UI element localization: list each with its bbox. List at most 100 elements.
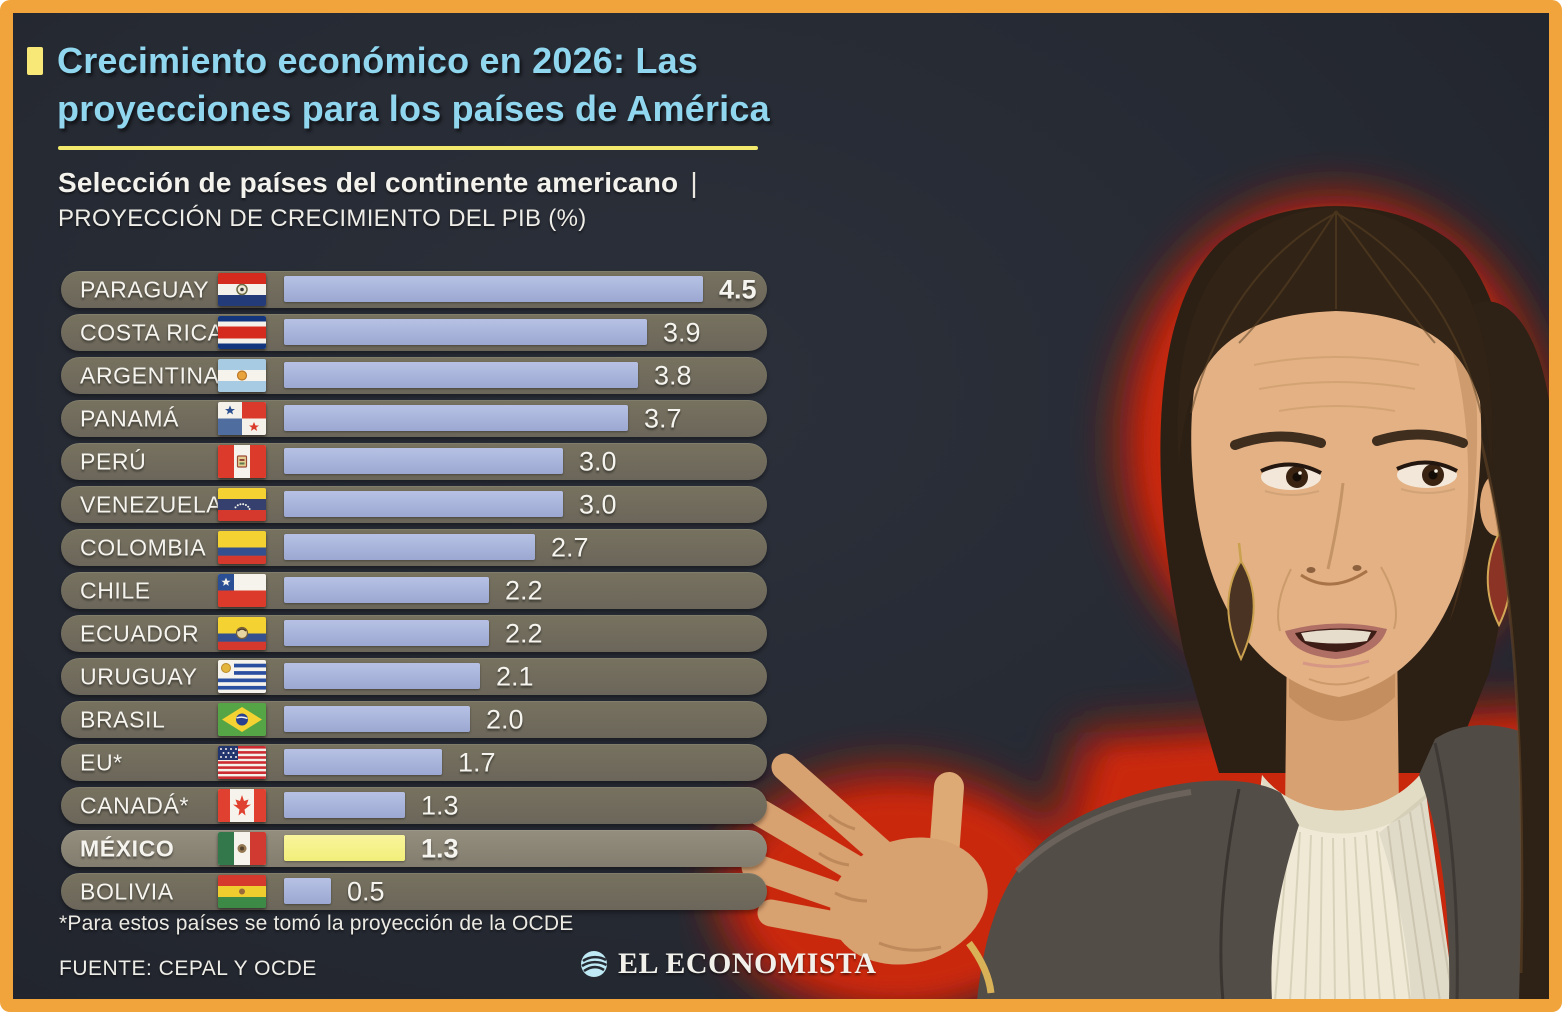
chart-row-bolivia: BOLIVIA 0.5	[61, 873, 767, 910]
chart-row-eu: EU* 1.7	[61, 744, 767, 781]
colombia-flag-icon	[218, 531, 266, 564]
el-economista-logo: EL ECONOMISTA	[579, 947, 877, 981]
chile-flag-icon	[218, 574, 266, 607]
left-earring	[1227, 542, 1255, 662]
logo-text: EL ECONOMISTA	[618, 947, 877, 980]
title-line2: proyecciones para los países de América	[57, 88, 770, 129]
ecuador-flag-icon	[218, 617, 266, 650]
bar-value: 2.0	[486, 704, 524, 734]
infographic-content: Crecimiento económico en 2026: Las proye…	[13, 13, 1549, 999]
chart-row-costa-rica: COSTA RICA 3.9	[61, 314, 767, 351]
footnote: *Para estos países se tomó la proyección…	[59, 912, 574, 935]
hair-back	[1160, 206, 1516, 773]
bar-panama	[284, 405, 628, 431]
venezuela-flag-icon	[218, 488, 266, 521]
hair-fall	[1465, 301, 1549, 999]
argentina-flag-icon	[218, 359, 266, 392]
bar-bolivia	[284, 878, 331, 904]
bar-value: 1.7	[458, 747, 496, 777]
bar-ecuador	[284, 620, 489, 646]
bar-value: 2.2	[505, 575, 543, 605]
country-label: PANAMÁ	[80, 405, 180, 431]
left-ear	[1216, 474, 1258, 548]
peru-flag-icon	[218, 445, 266, 478]
bar-chart: PARAGUAY 4.5 COSTA RICA 3.9 ARGENTINA 3.…	[61, 271, 767, 910]
bar-costa-rica	[284, 319, 647, 345]
chart-row-colombia: COLOMBIA 2.7	[61, 529, 767, 566]
bolivia-flag-icon	[218, 875, 266, 908]
paraguay-flag-icon	[218, 273, 266, 306]
bar-value: 2.2	[505, 618, 543, 648]
country-label: MÉXICO	[80, 835, 175, 861]
bar-value: 3.0	[579, 446, 617, 476]
bar-value: 3.9	[663, 317, 701, 347]
bar-eu	[284, 749, 442, 775]
bar-value: 0.5	[347, 876, 385, 906]
canada-flag-icon	[218, 789, 266, 822]
brasil-flag-icon	[218, 703, 266, 736]
country-label: CHILE	[80, 577, 151, 603]
chart-row-brasil: BRASIL 2.0	[61, 701, 767, 738]
chart-subtitle: Selección de países del continente ameri…	[58, 167, 698, 233]
country-label: PARAGUAY	[80, 276, 210, 302]
bar-venezuela	[284, 491, 563, 517]
chart-row-mexico: MÉXICO 1.3	[61, 830, 767, 867]
bar-value: 1.3	[421, 790, 459, 820]
bar-peru	[284, 448, 563, 474]
hair-top	[1177, 207, 1493, 471]
panama-flag-icon	[218, 402, 266, 435]
chart-row-argentina: ARGENTINA 3.8	[61, 357, 767, 394]
country-label: URUGUAY	[80, 663, 198, 689]
bar-value: 2.7	[551, 532, 589, 562]
neck	[1285, 633, 1399, 835]
country-label: BRASIL	[80, 706, 166, 732]
bar-brasil	[284, 706, 470, 732]
bar-argentina	[284, 362, 638, 388]
country-label: VENEZUELA	[80, 491, 223, 517]
chart-row-chile: CHILE 2.2	[61, 572, 767, 609]
bar-value: 1.3	[421, 833, 459, 863]
right-ear	[1480, 474, 1514, 536]
turtleneck-sweater	[1235, 771, 1455, 999]
bracelet	[966, 940, 995, 994]
yellow-divider-rule	[58, 146, 758, 150]
costa-rica-flag-icon	[218, 316, 266, 349]
chart-row-peru: PERÚ 3.0	[61, 443, 767, 480]
face	[1191, 225, 1482, 697]
bar-value: 2.1	[496, 661, 534, 691]
chart-row-venezuela: VENEZUELA 3.0	[61, 486, 767, 523]
bar-value: 4.5	[719, 274, 757, 304]
yellow-square-bullet	[27, 47, 43, 75]
bar-chile	[284, 577, 489, 603]
chart-row-paraguay: PARAGUAY 4.5	[61, 271, 767, 308]
blazer-left	[977, 780, 1299, 999]
eu-usa-flag-icon	[218, 746, 266, 779]
country-label: BOLIVIA	[80, 878, 174, 904]
bar-colombia	[284, 534, 535, 560]
portrait-photo	[716, 195, 1549, 999]
mouth	[1285, 623, 1387, 669]
country-label: PERÚ	[80, 448, 147, 474]
bar-canada	[284, 792, 405, 818]
subtitle-regular: PROYECCIÓN DE CRECIMIENTO DEL PIB (%)	[58, 205, 587, 232]
bar-value: 3.0	[579, 489, 617, 519]
right-eyebrow	[1372, 429, 1468, 448]
country-label: ARGENTINA	[80, 362, 220, 388]
page-title: Crecimiento económico en 2026: Las proye…	[57, 37, 817, 133]
sweater-pleats	[1244, 802, 1454, 999]
country-label: CANADÁ*	[80, 792, 190, 818]
source-credit: FUENTE: CEPAL Y OCDE	[59, 957, 317, 980]
bar-value: 3.7	[644, 403, 682, 433]
subtitle-bold: Selección de países del continente ameri…	[58, 167, 679, 198]
subtitle-separator: |	[690, 167, 698, 198]
eyes	[1260, 460, 1458, 496]
title-line1: Crecimiento económico en 2026: Las	[57, 40, 699, 81]
country-label: ECUADOR	[80, 620, 200, 646]
left-eyebrow	[1230, 431, 1326, 450]
red-glow	[716, 195, 1549, 999]
el-economista-globe-icon	[581, 951, 608, 977]
bar-value: 3.8	[654, 360, 692, 390]
bar-uruguay	[284, 663, 480, 689]
bar-mexico	[284, 835, 405, 861]
